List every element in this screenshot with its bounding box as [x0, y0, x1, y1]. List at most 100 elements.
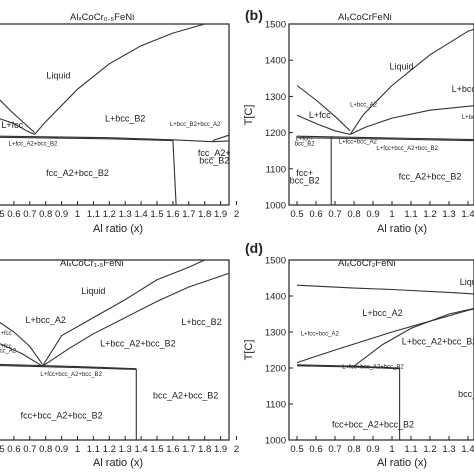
- x-tick-label: 1.3: [119, 444, 132, 455]
- phase-small-label: L+fcc: [0, 331, 12, 337]
- panel-b: 0.50.60.70.80.911.11.21.31.41.51.6100011…: [243, 7, 474, 235]
- x-axis-label: Al ratio (x): [93, 457, 143, 469]
- x-tick-label: 1.5: [150, 444, 163, 455]
- phase-boundary-line: [349, 105, 474, 135]
- phase-small-label: L+bcc_A2: [350, 103, 378, 109]
- phase-boundary-line: [0, 99, 35, 134]
- phase-boundary-line: [34, 24, 205, 135]
- phase-region-label: bcc_A2+bcc_B2: [458, 389, 474, 399]
- x-tick-label: 1: [389, 209, 394, 220]
- phase-small-label: L+fcc+bcc_A2+bcc_B2: [376, 146, 438, 152]
- phase-region-label: bcc_B2: [199, 155, 229, 165]
- phase-boundary-line: [296, 85, 351, 132]
- x-tick-label: 0.8: [39, 209, 52, 220]
- phase-region-label: fcc_A2+bcc_B2: [46, 168, 109, 178]
- x-tick-label: 0.6: [309, 444, 322, 455]
- x-tick-label: 1.4: [461, 209, 474, 220]
- panel-label: (d): [245, 240, 263, 256]
- x-tick-label: 1.3: [442, 444, 455, 455]
- phase-region-label: L+bcc_A2+bcc_B2: [402, 337, 474, 347]
- x-tick-label: 1.1: [404, 209, 417, 220]
- y-tick-label: 1300: [265, 92, 286, 103]
- phase-region-label: L+bcc_A2+bcc_B2: [100, 338, 176, 348]
- phase-region-label: L+bcc_B2: [181, 317, 221, 327]
- phase-region-label: fcc_A2+: [198, 148, 231, 158]
- x-tick-label: 0.7: [23, 444, 36, 455]
- phase-small-label: L+fcc+bcc_A2+bcc_B2: [40, 372, 102, 378]
- x-tick-label: 0.6: [309, 209, 322, 220]
- x-tick-label: 0.9: [366, 444, 379, 455]
- composition-title: AlₓCoCrFeNi: [338, 12, 392, 23]
- phase-small-label: bcc_B2: [295, 141, 316, 147]
- phase-region-label: L+fcc: [309, 110, 331, 120]
- x-tick-label: 1.9: [214, 209, 227, 220]
- phase-small-label: L+fcc: [0, 344, 12, 350]
- x-tick-label: 0.8: [347, 209, 360, 220]
- phase-boundary-line: [0, 136, 173, 142]
- x-tick-label: 1.7: [182, 209, 195, 220]
- x-tick-label: 1.9: [214, 444, 227, 455]
- x-tick-label: 1: [75, 444, 80, 455]
- panel-d: 0.50.60.70.80.911.11.21.31.41.51.6100011…: [243, 240, 474, 469]
- y-tick-label: 1300: [265, 328, 286, 339]
- phase-small-label: L+fcc+bcc_A2: [301, 332, 340, 338]
- x-tick-label: 0.7: [328, 209, 341, 220]
- phase-region-label: fcc+bcc_A2+bcc_B2: [21, 410, 103, 420]
- x-tick-label: 0.6: [7, 444, 20, 455]
- y-axis-label: T[C]: [243, 340, 255, 361]
- phase-region-label: Liquid: [81, 286, 105, 296]
- panel-c: 0.50.60.70.80.9 1 1.11.21.31.41.51.61.71.8…: [0, 258, 239, 469]
- phase-boundary-line: [0, 365, 137, 370]
- y-axis-label: T[C]: [243, 105, 255, 126]
- phase-boundary-line: [0, 321, 43, 365]
- phase-region-label: Liquid: [389, 61, 413, 71]
- phase-region-label: L+bcc_B2: [105, 114, 145, 124]
- y-tick-label: 1400: [265, 292, 286, 303]
- x-tick-label: 1.7: [182, 444, 195, 455]
- y-tick-label: 1200: [265, 128, 286, 139]
- x-tick-label: 1.4: [461, 444, 474, 455]
- x-tick-label: 0.8: [347, 444, 360, 455]
- x-tick-label: 1.6: [166, 209, 179, 220]
- x-tick-label: 1.8: [198, 444, 211, 455]
- composition-title: AlₓCoCr₁.₅FeNi: [60, 258, 123, 269]
- phase-region-label: Liquid: [460, 277, 474, 287]
- x-tick-label: 0.8: [39, 444, 52, 455]
- phase-boundary-line: [296, 365, 400, 370]
- plot-frame: [288, 259, 474, 441]
- x-tick-label: 1.5: [150, 209, 163, 220]
- phase-boundary-line: [349, 28, 474, 135]
- phase-boundary-line: [353, 307, 474, 367]
- composition-title: AlₓCoCr₂FeNi: [338, 258, 395, 269]
- x-tick-label: 1.2: [103, 444, 116, 455]
- phase-boundary-line: [0, 118, 35, 135]
- x-tick-label: 1.4: [134, 209, 147, 220]
- panel-a: 0.50.60.70.80.9 1 1.11.21.31.41.51.61.71.8…: [0, 12, 239, 235]
- phase-region-label: fcc+: [296, 168, 313, 178]
- phase-boundary-line: [42, 260, 205, 367]
- x-tick-label: 1.8: [198, 209, 211, 220]
- phase-boundary-line: [0, 343, 43, 367]
- phase-boundary-line: [296, 284, 474, 295]
- phase-region-label: L+bcc_B2: [452, 84, 474, 94]
- x-tick-label: 1: [389, 444, 394, 455]
- phase-boundary-line: [42, 272, 229, 367]
- x-tick-label: 1.3: [119, 209, 132, 220]
- phase-small-label: L+fcc+bcc_A2: [339, 139, 378, 145]
- phase-boundary-line: [296, 308, 474, 364]
- y-tick-label: 1400: [265, 56, 286, 67]
- x-tick-label: 1: [75, 209, 80, 220]
- x-tick-label: 0.5: [290, 444, 303, 455]
- y-tick-label: 1000: [265, 436, 286, 447]
- y-tick-label: 1500: [265, 20, 286, 31]
- x-tick-label: 1.4: [134, 444, 147, 455]
- x-tick-label: 0.7: [328, 444, 341, 455]
- x-axis-label: Al ratio (x): [377, 457, 427, 469]
- x-tick-label: 1.1: [404, 444, 417, 455]
- phase-region-label: bcc_B2: [290, 175, 320, 185]
- x-tick-label: 0.9: [55, 444, 68, 455]
- y-tick-label: 1100: [266, 400, 286, 411]
- phase-small-label: L+fcc+: [296, 137, 315, 143]
- phase-boundary-line: [0, 363, 137, 370]
